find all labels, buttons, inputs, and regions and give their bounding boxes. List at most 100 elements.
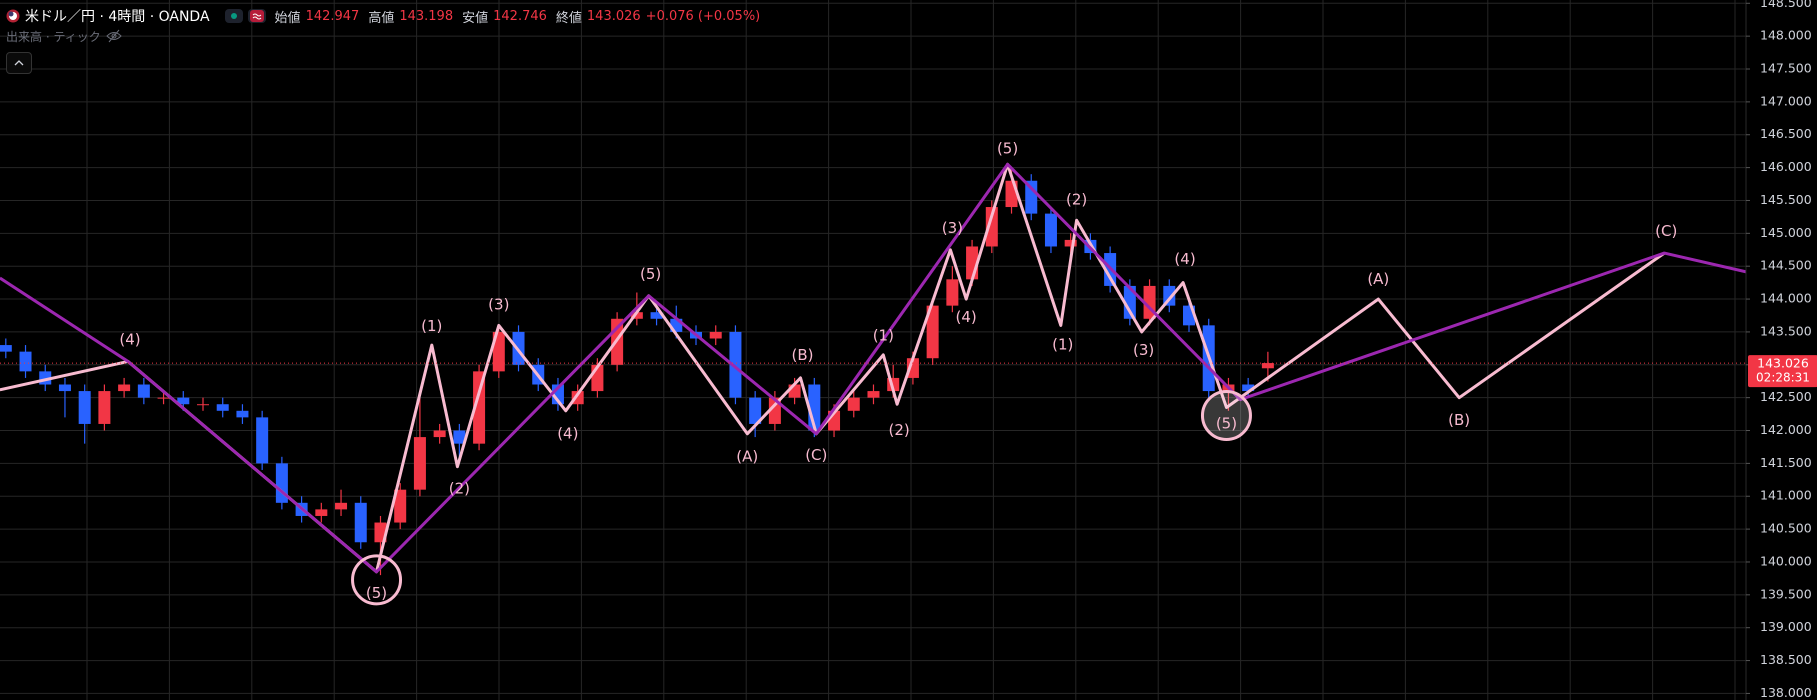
collapse-button[interactable] xyxy=(6,52,32,74)
last-price-box xyxy=(1748,355,1817,388)
candle-body xyxy=(729,331,742,398)
candle-body xyxy=(847,397,860,411)
wave-label: (4) xyxy=(956,308,977,326)
candle-body xyxy=(98,391,111,424)
volume-label: 出来高 · ティック xyxy=(6,29,101,44)
y-tick-label: 141.500 xyxy=(1760,455,1812,470)
candle-body xyxy=(453,430,466,444)
countdown-label: 02:28:31 xyxy=(1756,371,1810,385)
candle-body xyxy=(118,384,131,392)
y-tick-label: 144.500 xyxy=(1760,258,1812,273)
candle-body xyxy=(473,371,486,444)
candle-body xyxy=(177,397,190,405)
candle-body xyxy=(1044,213,1057,247)
y-tick-label: 142.500 xyxy=(1760,389,1812,404)
y-tick-label: 143.500 xyxy=(1760,323,1812,338)
low-label: 安値 xyxy=(462,10,489,26)
wave-label: (3) xyxy=(1133,341,1154,359)
candle-body xyxy=(433,430,446,438)
candle-body xyxy=(78,391,91,424)
candle-body xyxy=(1242,384,1255,392)
close-value: 143.026 xyxy=(586,8,641,24)
candle-body xyxy=(1261,363,1274,369)
candle-body xyxy=(197,404,209,406)
wave-label: (2) xyxy=(888,421,909,439)
wave-label: (1) xyxy=(873,326,894,344)
wave-label: (5) xyxy=(640,265,661,283)
wave-label: (B) xyxy=(791,346,813,364)
wave-label: (4) xyxy=(557,424,578,442)
plot-area: (4) (5) (1) (2) (3) (4) (5) (A) (B) (C) (1) (2) (3) (… xyxy=(0,140,1746,606)
last-price-label: 143.026 xyxy=(1757,356,1809,371)
candle-body xyxy=(749,397,762,424)
candle-body xyxy=(58,384,71,392)
y-tick-label: 140.000 xyxy=(1760,553,1812,568)
wave-label: (3) xyxy=(488,295,509,313)
y-tick-label: 138.000 xyxy=(1760,685,1812,700)
candle-body xyxy=(354,502,367,543)
wave-label: (4) xyxy=(1174,250,1195,268)
candle-body xyxy=(985,207,998,247)
open-value: 142.947 xyxy=(305,8,360,24)
wave-label: (1) xyxy=(1052,336,1073,354)
low-value: 142.746 xyxy=(493,8,547,24)
candle-body xyxy=(867,391,880,398)
wave-label: (2) xyxy=(1066,190,1087,208)
y-tick-label: 140.500 xyxy=(1760,521,1812,536)
y-tick-label: 144.000 xyxy=(1760,291,1812,306)
candle-body xyxy=(1025,180,1038,214)
hidden-icon[interactable] xyxy=(106,29,122,43)
candle-body xyxy=(19,351,32,372)
wave-line xyxy=(0,162,1746,574)
candle-body xyxy=(650,312,663,319)
highlight-ring xyxy=(351,554,403,606)
candle-body xyxy=(216,404,229,411)
y-tick-label: 139.000 xyxy=(1760,619,1812,634)
wave-line xyxy=(0,162,1666,574)
candle-body xyxy=(926,305,939,359)
candle-body xyxy=(946,279,959,306)
y-tick-label: 138.500 xyxy=(1760,652,1812,667)
y-tick-label: 141.000 xyxy=(1760,488,1812,503)
market-badge[interactable] xyxy=(247,9,266,23)
volume-row: 出来高 · ティック xyxy=(6,26,760,46)
wave-label: (1) xyxy=(421,317,442,335)
y-tick-label: 145.500 xyxy=(1760,192,1812,207)
price-axis: 138.000 138.500 139.000 139.500 140.000 140.5… xyxy=(1746,0,1817,700)
y-tick-label: 148.000 xyxy=(1760,28,1812,43)
y-tick-label: 148.500 xyxy=(1760,0,1812,10)
change-value: +0.076 (+0.05%) xyxy=(645,8,761,24)
flag-icon xyxy=(6,9,20,23)
symbol-row: 米ドル／円 · 4時間 · OANDA 始値 142.947 高値 143.198 … xyxy=(6,6,760,26)
candle-body xyxy=(256,417,269,464)
close-label: 終値 xyxy=(555,10,582,26)
y-tick-label: 147.000 xyxy=(1760,93,1812,108)
y-tick-label: 139.500 xyxy=(1760,586,1812,601)
status-badge[interactable] xyxy=(224,9,243,23)
candle-body xyxy=(335,502,348,510)
wave-label: (5) xyxy=(997,140,1018,158)
wave-label: (C) xyxy=(1655,222,1677,240)
wave-label: (A) xyxy=(736,447,758,465)
candle-body xyxy=(137,384,150,398)
candle-body xyxy=(236,410,249,418)
open-label: 始値 xyxy=(274,10,301,26)
candle-body xyxy=(413,437,426,490)
y-tick-label: 147.500 xyxy=(1760,61,1812,76)
y-tick-label: 142.000 xyxy=(1760,422,1812,437)
high-label: 高値 xyxy=(368,10,395,26)
candle-body xyxy=(0,345,12,352)
wave-label: (2) xyxy=(449,480,470,498)
legend-header: 米ドル／円 · 4時間 · OANDA 始値 142.947 高値 143.198 … xyxy=(6,6,760,74)
y-tick-label: 145.000 xyxy=(1760,225,1812,240)
symbol: 米ドル／円 · 4時間 · OANDA xyxy=(25,9,210,25)
candle-body xyxy=(768,397,781,424)
wave-label: (3) xyxy=(942,219,963,237)
candle-body xyxy=(630,312,643,319)
candle-body xyxy=(709,331,722,339)
wave-label: (5) xyxy=(366,584,387,602)
wave-label: (5) xyxy=(1216,414,1237,432)
